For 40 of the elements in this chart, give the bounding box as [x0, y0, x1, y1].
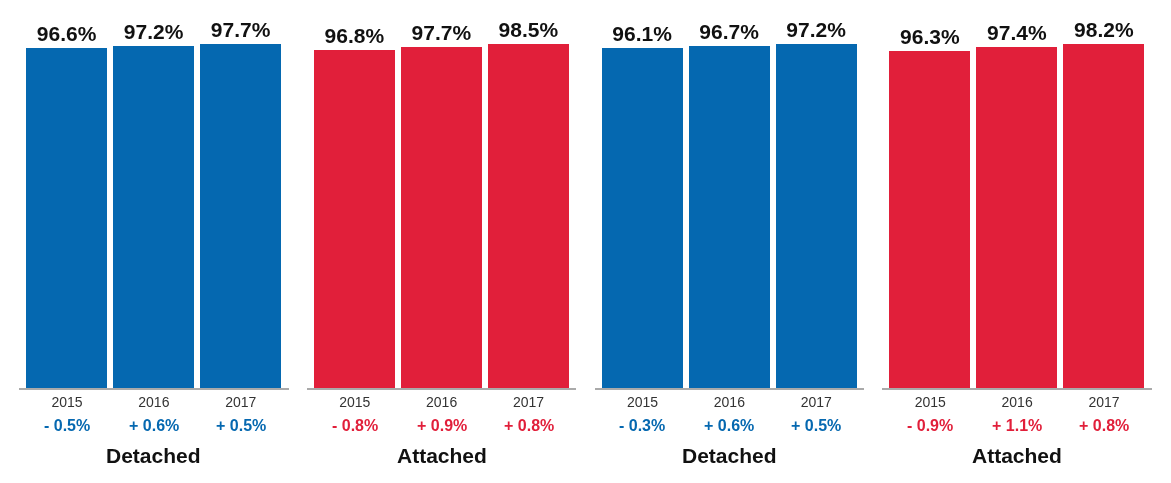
- x-tick-label: 2017: [512, 394, 545, 411]
- x-axis-title: Detached: [682, 444, 777, 467]
- data-label: 97.4%: [987, 21, 1047, 44]
- data-label: 98.2%: [1074, 18, 1134, 41]
- data-label: 96.6%: [36, 22, 97, 45]
- text: - 0.8%: [332, 417, 379, 434]
- data-label: 96.7%: [699, 20, 760, 43]
- data-label: 97.2%: [123, 20, 184, 43]
- data-label: 97.7%: [411, 21, 472, 44]
- text: + 0.5%: [791, 417, 842, 434]
- data-label: 96.1%: [612, 22, 673, 45]
- x-tick-label: 2017: [1088, 394, 1120, 411]
- text: - 0.5%: [44, 417, 91, 434]
- text: + 0.6%: [704, 417, 755, 434]
- x-axis-title: Detached: [106, 444, 201, 467]
- data-label: 96.8%: [324, 24, 385, 47]
- x-tick-label: 2015: [51, 394, 83, 411]
- x-tick-label: 2015: [626, 394, 659, 411]
- x-axis-title: Attached: [972, 444, 1062, 467]
- text: - 0.9%: [907, 417, 954, 434]
- text: - 0.3%: [619, 417, 666, 434]
- text: + 1.1%: [992, 417, 1043, 434]
- x-tick-label: 2017: [800, 394, 833, 411]
- data-label: 98.5%: [498, 18, 559, 41]
- x-axis-title: Attached: [397, 444, 487, 467]
- x-tick-label: 2016: [1001, 394, 1033, 411]
- x-tick-label: 2017: [225, 394, 257, 411]
- x-tick-label: 2016: [713, 394, 746, 411]
- data-label: 97.7%: [210, 18, 271, 41]
- x-tick-label: 2015: [339, 394, 371, 411]
- data-label: 97.2%: [786, 18, 847, 41]
- text: + 0.8%: [504, 417, 555, 434]
- text: + 0.9%: [417, 417, 468, 434]
- x-tick-label: 2015: [914, 394, 947, 411]
- data-label: 96.3%: [900, 25, 960, 48]
- text: + 0.5%: [216, 417, 267, 434]
- text: + 0.6%: [129, 417, 180, 434]
- x-tick-label: 2016: [426, 394, 458, 411]
- x-tick-label: 2016: [138, 394, 170, 411]
- text: + 0.8%: [1079, 417, 1130, 434]
